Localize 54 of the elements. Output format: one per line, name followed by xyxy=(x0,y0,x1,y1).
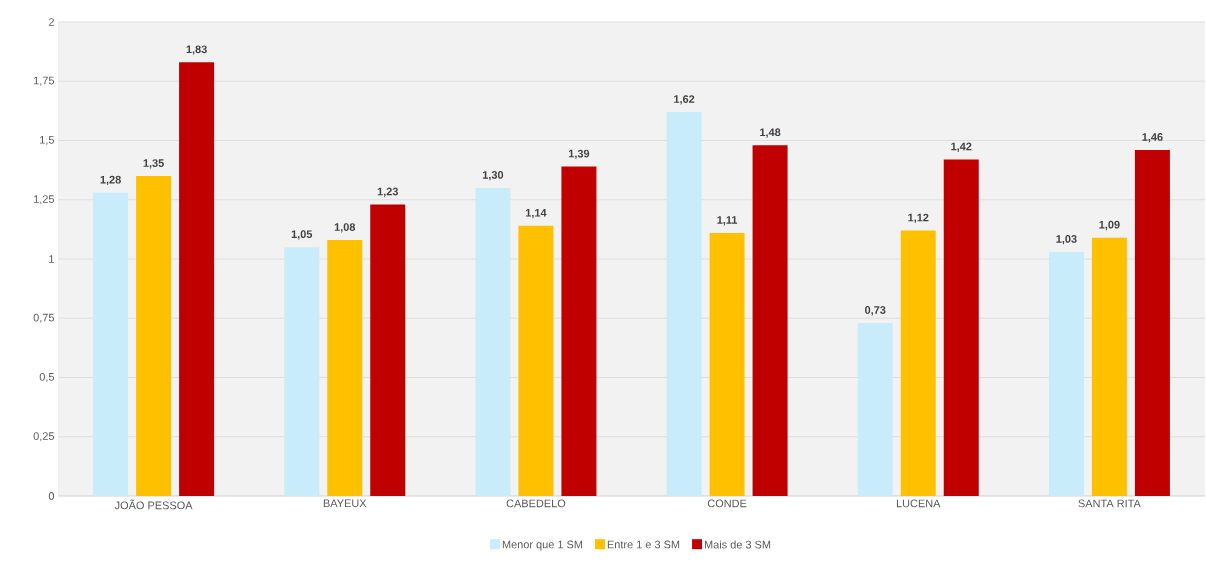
data-label: 1,48 xyxy=(760,128,781,138)
bar xyxy=(518,225,554,496)
data-label: 1,08 xyxy=(334,223,356,233)
legend-label: Menor que 1 SM xyxy=(502,540,583,551)
bar xyxy=(666,112,702,496)
legend-label: Entre 1 e 3 SM xyxy=(607,540,680,549)
data-label: 1,05 xyxy=(291,230,313,240)
data-label: 1,11 xyxy=(717,216,738,226)
bar xyxy=(93,192,129,496)
bar xyxy=(1091,237,1127,496)
y-tick-label: 2 xyxy=(48,18,54,26)
data-label: 1,09 xyxy=(1099,220,1120,231)
data-label: 1,83 xyxy=(186,45,207,55)
data-label: 1,30 xyxy=(482,171,504,181)
bar xyxy=(709,232,745,496)
data-label: 1,12 xyxy=(908,213,929,224)
bar xyxy=(179,62,215,496)
x-tick-label: CONDE xyxy=(707,499,747,508)
y-tick-label: 1,75 xyxy=(33,76,55,86)
bar xyxy=(475,187,511,496)
x-tick-label: BAYEUX xyxy=(323,499,367,508)
data-label: 1,03 xyxy=(1056,235,1077,245)
x-tick-label: JOÃO PESSOA xyxy=(114,499,193,510)
bar xyxy=(857,322,893,496)
bar xyxy=(752,145,788,496)
bar xyxy=(136,176,172,496)
data-label: 1,28 xyxy=(100,175,121,186)
bar xyxy=(370,204,406,496)
data-label: 1,42 xyxy=(951,142,972,152)
legend-label: Mais de 3 SM xyxy=(704,540,771,549)
y-tick-label: 1 xyxy=(49,255,54,263)
bar xyxy=(1048,251,1084,496)
bar xyxy=(327,240,363,496)
data-label: 1,14 xyxy=(525,209,547,219)
data-label: 1,62 xyxy=(674,95,695,105)
y-tick-label: 0 xyxy=(48,492,55,500)
data-label: 0,73 xyxy=(865,306,886,316)
data-label: 1,39 xyxy=(568,149,590,160)
x-tick-label: SANTA RITA xyxy=(1078,499,1141,508)
x-tick-label: LUCENA xyxy=(896,499,941,508)
bar xyxy=(900,230,936,496)
data-label: 1,23 xyxy=(377,187,399,197)
bar xyxy=(1134,149,1170,496)
y-tick-label: 0,25 xyxy=(33,432,55,442)
data-label: 1,35 xyxy=(143,159,164,169)
y-tick-label: 0,5 xyxy=(39,372,55,383)
bar xyxy=(561,166,597,496)
bar xyxy=(284,247,320,496)
y-tick-label: 0,75 xyxy=(33,313,55,323)
data-label: 1,46 xyxy=(1142,133,1163,143)
bar xyxy=(943,159,979,496)
y-tick-label: 1,25 xyxy=(33,195,55,205)
x-tick-label: CABEDELO xyxy=(506,499,566,508)
y-tick-label: 1,5 xyxy=(40,136,55,145)
